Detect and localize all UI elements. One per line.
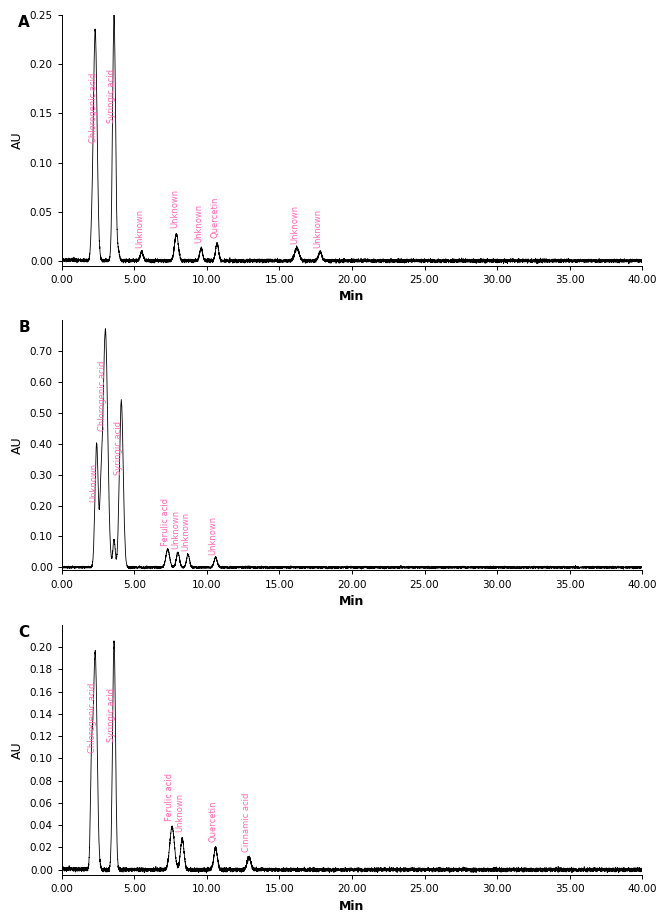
Text: Chlorogenic acid: Chlorogenic acid <box>98 361 108 432</box>
Text: Syringic acid: Syringic acid <box>114 420 124 475</box>
Text: Quercetin: Quercetin <box>208 800 218 842</box>
Text: Unknown: Unknown <box>181 512 190 552</box>
Text: Syringic acid: Syringic acid <box>108 69 116 123</box>
Text: Ferulic acid: Ferulic acid <box>165 772 174 821</box>
Text: Ferulic acid: Ferulic acid <box>160 498 170 546</box>
Text: A: A <box>18 15 30 30</box>
Text: B: B <box>18 320 30 334</box>
X-axis label: Min: Min <box>339 900 365 913</box>
Text: Unknown: Unknown <box>135 209 144 248</box>
X-axis label: Min: Min <box>339 290 365 303</box>
Text: Unknown: Unknown <box>170 189 179 228</box>
Text: C: C <box>18 625 29 639</box>
Y-axis label: AU: AU <box>11 436 24 454</box>
Text: Unknown: Unknown <box>208 516 218 555</box>
Text: Unknown: Unknown <box>313 209 323 248</box>
Y-axis label: AU: AU <box>11 741 24 759</box>
Text: Chlorogenic acid: Chlorogenic acid <box>89 72 98 143</box>
X-axis label: Min: Min <box>339 595 365 608</box>
Text: Unknown: Unknown <box>194 204 204 243</box>
Text: Unknown: Unknown <box>171 510 180 550</box>
Text: Cinnamic acid: Cinnamic acid <box>242 793 251 852</box>
Text: Unknown: Unknown <box>290 205 299 244</box>
Text: Chlorogenic acid: Chlorogenic acid <box>88 683 97 753</box>
Text: Unknown: Unknown <box>175 793 184 832</box>
Text: Syringic acid: Syringic acid <box>107 687 116 742</box>
Text: Unknown: Unknown <box>90 463 98 503</box>
Y-axis label: AU: AU <box>11 131 24 149</box>
Text: Quercetin: Quercetin <box>210 197 219 238</box>
